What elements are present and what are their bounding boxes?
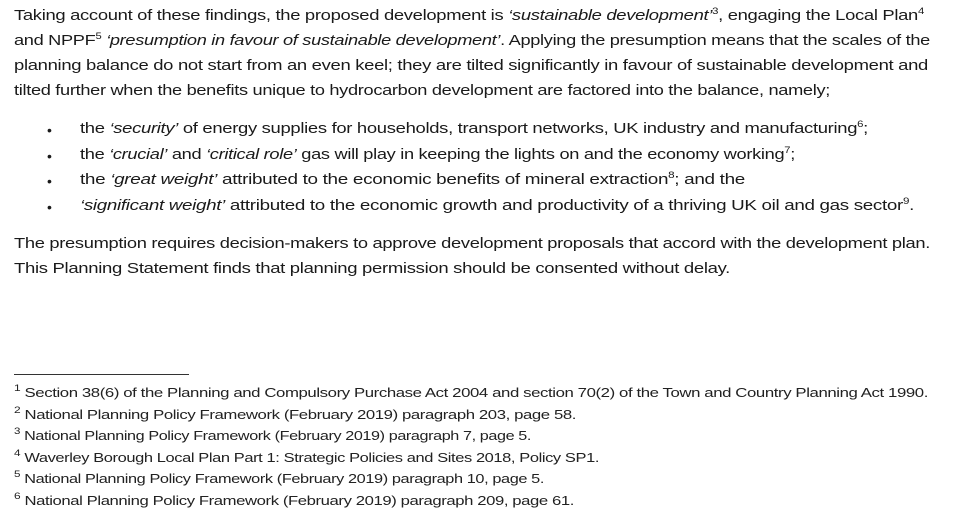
text-line: planning balance do not start from an ev… bbox=[14, 58, 928, 74]
bullet-icon: • bbox=[47, 199, 52, 215]
text-run: . bbox=[909, 198, 915, 214]
text-line: the ‘crucial’ and ‘critical role’ gas wi… bbox=[80, 145, 795, 164]
footnote-number: 3 bbox=[14, 426, 21, 436]
footnote-ref[interactable]: 8 bbox=[668, 170, 675, 180]
text-run: the bbox=[80, 121, 110, 137]
text-run: The presumption requires decision-makers… bbox=[14, 236, 930, 252]
text-run: Taking account of these findings, the pr… bbox=[14, 8, 509, 24]
text-run: the bbox=[80, 172, 111, 188]
bullet-icon: • bbox=[47, 148, 52, 164]
text-run: and bbox=[167, 147, 207, 163]
footnote-text: National Planning Policy Framework (Febr… bbox=[20, 429, 531, 443]
text-run: attributed to the economic growth and pr… bbox=[224, 198, 903, 214]
footnote-number: 6 bbox=[14, 490, 21, 501]
text-run: gas will play in keeping the lights on a… bbox=[296, 147, 785, 163]
text-line: The presumption requires decision-makers… bbox=[14, 236, 930, 252]
text-run: ; and the bbox=[674, 172, 745, 188]
footnote: 5 National Planning Policy Framework (Fe… bbox=[14, 469, 544, 487]
footnote: 3 National Planning Policy Framework (Fe… bbox=[14, 426, 531, 444]
text-run: of energy supplies for households, trans… bbox=[178, 121, 858, 137]
footnote: 6 National Planning Policy Framework (Fe… bbox=[14, 490, 575, 508]
footnote-separator bbox=[14, 374, 189, 375]
footnote-ref[interactable]: 7 bbox=[784, 145, 791, 155]
text-run: and NPPF bbox=[14, 33, 96, 49]
footnote-text: Waverley Borough Local Plan Part 1: Stra… bbox=[20, 450, 599, 465]
footnote-text: Section 38(6) of the Planning and Compul… bbox=[20, 386, 929, 400]
text-run: ; bbox=[863, 121, 868, 137]
quoted-term: ‘critical role’ bbox=[206, 147, 297, 163]
quoted-term: ‘great weight’ bbox=[110, 172, 218, 188]
text-line: tilted further when the benefits unique … bbox=[14, 83, 830, 99]
text-line: ‘significant weight’ attributed to the e… bbox=[80, 196, 915, 215]
footnote-ref[interactable]: 9 bbox=[902, 196, 910, 206]
footnote-text: National Planning Policy Framework (Febr… bbox=[20, 493, 575, 508]
quoted-term: ‘significant weight’ bbox=[80, 198, 225, 214]
quoted-term: ‘presumption in favour of sustainable de… bbox=[106, 33, 501, 49]
footnote-number: 2 bbox=[14, 404, 21, 415]
footnote-ref[interactable]: 3 bbox=[712, 6, 719, 16]
footnote-number: 4 bbox=[14, 447, 21, 458]
quoted-term: ‘crucial’ bbox=[109, 147, 168, 163]
text-line: and NPPF5 ‘presumption in favour of sust… bbox=[14, 31, 930, 50]
text-run: ; bbox=[790, 147, 795, 163]
footnote-text: National Planning Policy Framework (Febr… bbox=[20, 472, 544, 486]
text-run: attributed to the economic benefits of m… bbox=[217, 172, 669, 188]
footnote-ref[interactable]: 4 bbox=[917, 6, 924, 16]
text-line: the ‘great weight’ attributed to the eco… bbox=[80, 170, 745, 189]
footnote-ref[interactable]: 5 bbox=[95, 31, 102, 41]
quoted-term: ‘sustainable development’ bbox=[508, 8, 713, 24]
footnote: 4 Waverley Borough Local Plan Part 1: St… bbox=[14, 447, 599, 465]
text-run: This Planning Statement finds that plann… bbox=[14, 261, 730, 277]
bullet-icon: • bbox=[47, 173, 52, 189]
text-run: , engaging the Local Plan bbox=[718, 8, 918, 24]
bullet-icon: • bbox=[47, 122, 52, 138]
footnote: 1 Section 38(6) of the Planning and Comp… bbox=[14, 383, 929, 401]
footnote: 2 National Planning Policy Framework (Fe… bbox=[14, 404, 577, 422]
text-line: the ‘security’ of energy supplies for ho… bbox=[80, 119, 868, 138]
footnote-ref[interactable]: 6 bbox=[857, 119, 864, 129]
text-run: planning balance do not start from an ev… bbox=[14, 58, 929, 74]
quoted-term: ‘security’ bbox=[109, 121, 179, 137]
text-run: the bbox=[80, 147, 110, 163]
text-line: This Planning Statement finds that plann… bbox=[14, 261, 730, 277]
footnote-number: 1 bbox=[14, 383, 21, 393]
text-run: tilted further when the benefits unique … bbox=[14, 83, 830, 99]
footnote-text: National Planning Policy Framework (Febr… bbox=[20, 407, 577, 422]
text-run: . Applying the presumption means that th… bbox=[500, 33, 930, 49]
text-line: Taking account of these findings, the pr… bbox=[14, 6, 924, 25]
footnote-number: 5 bbox=[14, 469, 21, 479]
